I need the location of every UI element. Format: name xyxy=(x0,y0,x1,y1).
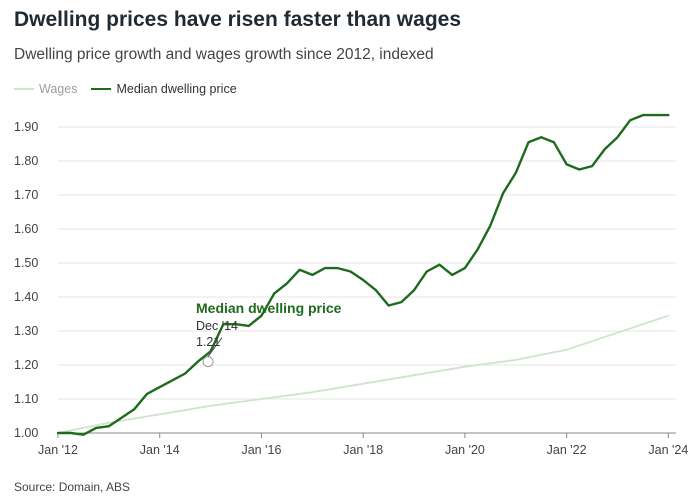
chart-title: Dwelling prices have risen faster than w… xyxy=(14,8,461,31)
y-tick-label: 1.80 xyxy=(14,154,38,168)
y-tick-label: 1.40 xyxy=(14,290,38,304)
y-tick-label: 1.70 xyxy=(14,188,38,202)
y-tick-label: 1.00 xyxy=(14,426,38,440)
y-tick-label: 1.50 xyxy=(14,256,38,270)
legend-swatch-wages xyxy=(14,88,34,90)
annotation-value: 1.21 xyxy=(196,335,220,349)
legend-swatch-dwelling xyxy=(91,88,112,90)
legend-item-dwelling[interactable]: Median dwelling price xyxy=(91,82,237,96)
x-tick-label: Jan '14 xyxy=(140,443,180,457)
legend-label-wages: Wages xyxy=(39,82,78,96)
y-tick-label: 1.10 xyxy=(14,392,38,406)
annotation-title: Median dwelling price xyxy=(196,300,342,316)
y-axis-labels: 1.00 1.10 1.20 1.30 1.40 1.50 1.60 1.70 1.80 1.90 xyxy=(14,120,38,440)
annotation-date: Dec '14 xyxy=(196,319,238,333)
series-line-wages xyxy=(57,314,670,434)
x-tick-label: Jan '22 xyxy=(547,443,587,457)
x-tick-label: Jan '24 xyxy=(648,443,688,457)
annotation-leader xyxy=(207,337,223,357)
legend-label-dwelling: Median dwelling price xyxy=(116,82,237,96)
grid-layer xyxy=(58,126,676,434)
x-tick-label: Jan '18 xyxy=(343,443,383,457)
x-tick-label: Jan '16 xyxy=(241,443,281,457)
annotation-marker xyxy=(202,356,214,368)
y-tick-label: 1.60 xyxy=(14,222,38,236)
y-tick-label: 1.20 xyxy=(14,358,38,372)
source-note: Source: Domain, ABS xyxy=(14,480,131,494)
y-tick-label: 1.90 xyxy=(14,120,38,134)
y-tick-label: 1.30 xyxy=(14,324,38,338)
series-line-dwelling xyxy=(56,113,670,436)
x-tick-label: Jan '12 xyxy=(38,443,78,457)
chart-subtitle: Dwelling price growth and wages growth s… xyxy=(14,46,434,63)
x-tick-label: Jan '20 xyxy=(445,443,485,457)
legend-item-wages[interactable]: Wages xyxy=(14,82,77,96)
x-axis-labels: Jan '12 Jan '14 Jan '16 Jan '18 Jan '20 Jan '… xyxy=(38,433,688,457)
annotation-layer: Median dwelling price Dec '14 1.21 xyxy=(196,300,342,368)
series-layer xyxy=(56,113,670,436)
legend: Wages Median dwelling price xyxy=(14,82,245,96)
